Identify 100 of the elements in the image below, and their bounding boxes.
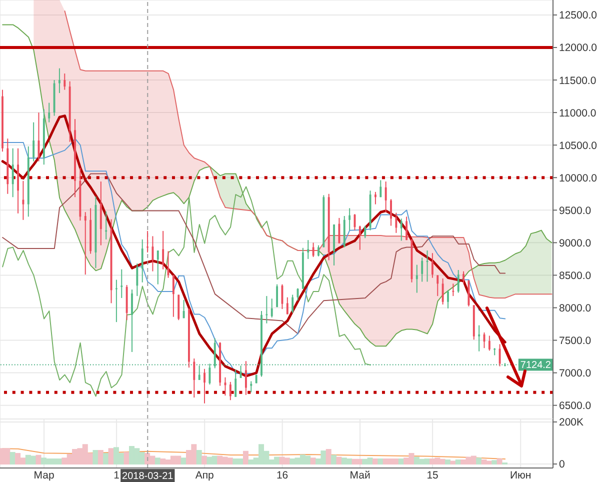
candlestick — [244, 360, 247, 396]
candlestick — [276, 284, 278, 308]
bar — [108, 448, 114, 465]
candlestick — [318, 244, 320, 257]
candlestick — [281, 284, 284, 310]
candlestick — [146, 230, 149, 253]
candlestick — [115, 279, 118, 323]
y-tick-label: 7000.0 — [559, 368, 592, 380]
candlestick — [250, 380, 252, 393]
candlestick — [172, 274, 174, 318]
candlestick — [131, 289, 133, 352]
candlestick — [12, 148, 14, 198]
candlestick — [478, 324, 480, 352]
bar — [476, 458, 482, 465]
bar — [92, 450, 98, 465]
bar — [154, 458, 160, 465]
candlestick — [358, 225, 361, 250]
bar — [450, 460, 456, 465]
candlestick — [390, 198, 392, 226]
candlestick — [400, 218, 402, 242]
bar — [10, 452, 16, 465]
bar — [455, 460, 461, 465]
bar — [445, 460, 451, 465]
y-tick-label: 10000.0 — [559, 172, 598, 184]
line-series — [2, 186, 371, 397]
bar — [180, 458, 186, 465]
line-series — [64, 10, 552, 298]
candlestick — [498, 344, 501, 367]
candlestick — [22, 180, 24, 220]
candlestick — [162, 230, 164, 270]
line-series — [2, 24, 552, 347]
candlestick — [395, 212, 398, 234]
bar — [398, 458, 404, 465]
bar — [496, 458, 502, 465]
candlestick — [204, 368, 206, 404]
x-tick-label: Апр — [195, 469, 214, 482]
candlestick — [421, 257, 424, 282]
candlestick — [452, 283, 454, 297]
y-tick-label: 11000.0 — [559, 107, 596, 120]
bar — [36, 454, 42, 465]
candlestick — [234, 369, 237, 398]
candlestick — [156, 250, 159, 285]
bar — [103, 452, 109, 465]
bar — [98, 450, 104, 465]
candlestick — [64, 73, 66, 90]
candlestick — [182, 299, 185, 319]
candlestick — [488, 335, 490, 352]
bar — [378, 458, 384, 465]
candlestick — [307, 240, 310, 260]
x-tick-label: 1 — [114, 469, 120, 482]
candlestick — [462, 270, 465, 284]
y-tick-label: 200K — [559, 416, 584, 429]
candlestick — [380, 180, 382, 198]
y-tick-label: 9000.0 — [559, 237, 592, 250]
y-tick-label: 12500.0 — [559, 10, 598, 22]
bar — [242, 450, 248, 465]
bar — [336, 456, 342, 465]
y-tick-label: 12000.0 — [559, 42, 598, 54]
bar — [326, 448, 332, 465]
candlestick — [152, 236, 154, 272]
y-tick-label: 8500.0 — [559, 270, 592, 282]
candlestick — [436, 274, 439, 297]
candlestick — [32, 122, 35, 162]
y-tick-label: 10500.0 — [559, 140, 598, 152]
bar — [124, 452, 130, 465]
bar — [196, 450, 202, 465]
candlestick — [193, 358, 196, 398]
candlestick — [120, 268, 123, 298]
candlestick — [229, 381, 232, 401]
bar — [331, 454, 337, 465]
bar — [202, 456, 208, 465]
line-series — [2, 173, 506, 334]
candlestick — [416, 264, 418, 294]
x-tick-label: Мар — [34, 469, 54, 482]
candlestick — [312, 242, 314, 258]
candlestick — [58, 68, 60, 94]
y-tick-label: 0 — [559, 458, 565, 471]
y-tick-label: 11500.0 — [559, 74, 596, 87]
x-tick-label: Июн — [510, 469, 532, 482]
candlestick — [442, 278, 444, 305]
candlestick — [292, 294, 294, 314]
candlestick — [286, 296, 288, 315]
candlestick — [447, 290, 449, 309]
candlestick — [364, 225, 366, 239]
bar — [372, 458, 378, 465]
candlestick — [457, 270, 460, 294]
candlestick — [406, 216, 408, 241]
candlestick — [348, 208, 351, 231]
bar — [492, 460, 498, 465]
candlestick — [384, 181, 387, 213]
candlestick — [338, 217, 340, 244]
ref-line-label: 7124.2 — [520, 360, 552, 372]
candlestick — [431, 252, 434, 278]
x-tick-label: 15 — [426, 469, 439, 482]
candlestick — [141, 238, 144, 283]
bar — [310, 458, 316, 465]
y-tick-label: 7500.0 — [559, 335, 592, 347]
candlestick — [374, 191, 376, 205]
y-tick-label: 8000.0 — [559, 302, 592, 314]
x-tick-label: Май — [350, 469, 370, 482]
